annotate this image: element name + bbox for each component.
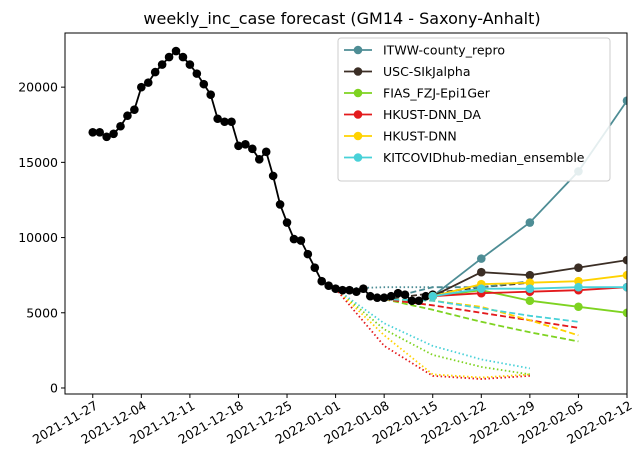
series-point-1 [525, 270, 535, 280]
observed-point [248, 144, 257, 154]
y-tick-label: 0 [50, 380, 58, 395]
series-point-4 [525, 278, 535, 287]
observed-point [130, 105, 139, 115]
series-point-5 [574, 282, 583, 292]
observed-point [171, 46, 181, 56]
observed-point [414, 296, 424, 306]
past-forecast-line-9 [334, 288, 530, 380]
observed-point [296, 236, 306, 245]
series-point-0 [622, 96, 627, 105]
observed-point [359, 284, 368, 294]
observed-point [213, 114, 222, 124]
series-point-2 [525, 296, 535, 306]
series-point-1 [476, 267, 486, 277]
past-forecast-line-8 [334, 288, 530, 379]
observed-point [421, 291, 431, 301]
observed-point [352, 287, 361, 297]
observed-point [102, 132, 111, 142]
observed-point [123, 111, 132, 121]
legend-label: FIAS_FZJ-Epi1Ger [383, 86, 491, 101]
series-point-1 [622, 255, 627, 265]
observed-point [268, 171, 278, 181]
series-point-1 [574, 263, 583, 272]
legend-swatch-marker [353, 67, 363, 76]
observed-point [345, 285, 354, 295]
legend-swatch-marker [353, 153, 363, 162]
legend-swatch-marker [353, 88, 363, 98]
series-point-5 [476, 284, 486, 294]
legend-box [337, 37, 611, 182]
series-point-5 [428, 291, 438, 301]
observed-point [137, 82, 146, 92]
past-forecast-line-7 [335, 288, 531, 376]
observed-point [254, 155, 264, 164]
observed-point [275, 200, 285, 209]
observed-point [303, 249, 313, 259]
y-tick-label: 15000 [18, 155, 58, 170]
observed-point [365, 291, 375, 301]
observed-point [192, 69, 202, 78]
observed-point [178, 52, 188, 62]
legend-label: HKUST-DNN [383, 129, 457, 144]
series-point-4 [622, 270, 627, 280]
legend-label: HKUST-DNN_DA [383, 107, 481, 122]
observed-point [338, 285, 347, 295]
observed-point [227, 117, 236, 127]
legend-label: ITWW-county_repro [383, 43, 505, 58]
observed-point [261, 147, 271, 157]
observed-point [282, 218, 292, 227]
observed-point [379, 293, 389, 303]
series-point-4 [574, 276, 583, 286]
observed-point [164, 52, 174, 62]
observed-point [372, 293, 382, 303]
observed-point [199, 79, 209, 89]
legend-swatch-marker [353, 45, 363, 55]
observed-point [220, 117, 229, 127]
legend-swatch-marker [353, 131, 363, 141]
observed-point [289, 234, 299, 244]
observed-point [393, 288, 403, 298]
chart-title: weekly_inc_case forecast (GM14 - Saxony-… [143, 9, 540, 29]
legend-label: USC-SIkJalpha [383, 64, 471, 79]
observed-point [324, 281, 333, 291]
legend-label: KITCOVIDhub-median_ensemble [383, 150, 585, 165]
observed-point [95, 127, 104, 137]
observed-point [150, 67, 160, 77]
legend-swatch-marker [353, 110, 363, 119]
y-tick-label: 5000 [26, 305, 58, 320]
past-forecast-line-10 [335, 287, 531, 370]
observed-point [310, 263, 320, 272]
observed-point [88, 127, 98, 137]
observed-point [331, 284, 340, 294]
observed-point [206, 90, 216, 99]
past-forecast-line-5 [383, 280, 531, 301]
y-tick-label: 20000 [18, 80, 58, 95]
observed-point [317, 276, 327, 286]
observed-point [386, 291, 396, 301]
plot-frame [64, 32, 628, 395]
legend: ITWW-county_repro USC-SIkJalpha FIAS_FZJ-E… [337, 37, 611, 182]
series-point-0 [476, 254, 486, 263]
y-tick-label: 10000 [18, 230, 58, 245]
observed-point [400, 290, 410, 300]
observed-point [116, 121, 125, 131]
observed-point [185, 60, 195, 69]
observed-point [157, 60, 167, 69]
observed-point [407, 296, 417, 306]
observed-point [234, 141, 243, 151]
observed-point [143, 78, 153, 87]
past-forecast-line-0 [384, 298, 579, 343]
observed-point [109, 129, 118, 139]
series-point-5 [525, 284, 535, 294]
series-point-2 [622, 308, 627, 318]
observed-point [241, 140, 250, 149]
series-point-5 [622, 282, 627, 292]
series-point-0 [525, 218, 535, 227]
series-point-2 [574, 302, 583, 312]
